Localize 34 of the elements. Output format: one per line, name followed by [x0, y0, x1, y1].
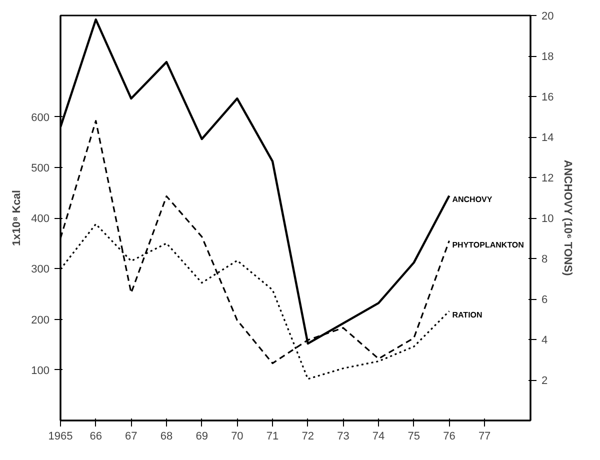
x-tick-label: 74	[372, 430, 385, 442]
y2-tick-label: 8	[542, 254, 548, 266]
x-tick-label: 73	[337, 430, 350, 442]
y-tick-label: 300	[31, 264, 50, 276]
y-tick-label: 400	[31, 213, 50, 225]
x-tick-label: 67	[125, 430, 138, 442]
y-tick-label: 100	[31, 364, 50, 377]
x-tick-label: 68	[160, 430, 173, 442]
x-tick-label: 72	[302, 430, 314, 442]
y2-tick-label: 4	[542, 334, 548, 346]
series-label: RATION	[452, 310, 483, 320]
y2-tick-label: 20	[542, 10, 554, 22]
series-label: ANCHOVY	[452, 195, 493, 204]
y2-axis-title: ANCHOVY (10⁶ TONS)	[562, 160, 574, 276]
series-label: PHYTOPLANKTON	[452, 240, 524, 250]
x-tick-label: 70	[231, 430, 244, 442]
x-tick-label: 1965	[48, 430, 73, 442]
x-tick-label: 71	[266, 430, 279, 442]
x-tick-label: 76	[443, 430, 456, 442]
y2-tick-label: 18	[542, 51, 554, 63]
y-tick-label: 200	[31, 314, 50, 326]
x-tick-label: 75	[408, 430, 420, 442]
y2-tick-label: 2	[542, 375, 548, 387]
x-tick-label: 66	[90, 430, 102, 442]
y2-tick-label: 12	[542, 172, 554, 184]
x-tick-label: 77	[478, 430, 491, 442]
y2-tick-label: 6	[542, 294, 548, 306]
y2-tick-label: 14	[542, 132, 554, 144]
y-axis-title: 1x10⁸ Kcal	[11, 190, 24, 246]
y-tick-label: 500	[31, 162, 50, 174]
y-tick-label: 600	[31, 112, 50, 124]
y2-tick-label: 10	[542, 213, 554, 225]
x-tick-label: 69	[196, 430, 208, 442]
y2-tick-label: 16	[542, 92, 554, 104]
